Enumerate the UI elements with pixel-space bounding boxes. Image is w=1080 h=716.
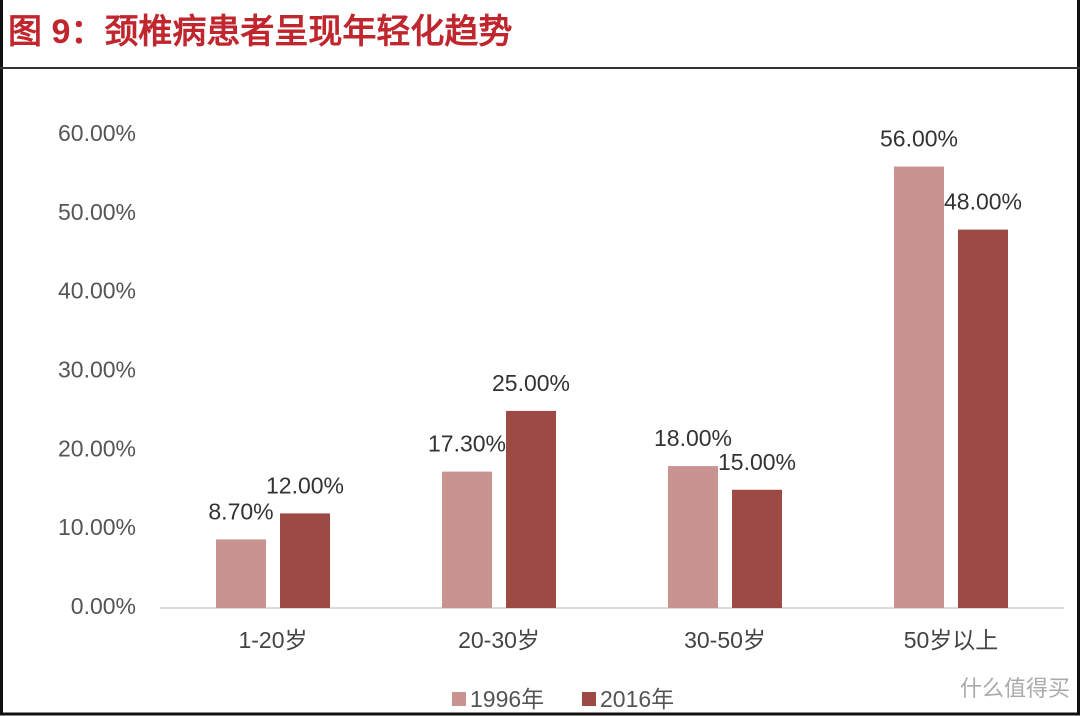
data-label: 48.00% bbox=[944, 189, 1022, 215]
x-tick-label: 30-50岁 bbox=[684, 627, 766, 653]
bar bbox=[732, 489, 782, 608]
legend-label: 2016年 bbox=[600, 686, 674, 712]
data-label: 25.00% bbox=[492, 370, 570, 396]
bar bbox=[506, 410, 556, 608]
bar bbox=[442, 471, 492, 608]
data-label: 17.30% bbox=[428, 431, 506, 457]
y-tick-label: 60.00% bbox=[58, 120, 136, 146]
bar bbox=[958, 229, 1008, 608]
bar bbox=[894, 166, 944, 609]
bar bbox=[668, 466, 718, 608]
data-label: 18.00% bbox=[654, 425, 732, 451]
x-tick-label: 50岁以上 bbox=[904, 627, 999, 653]
chart-title: 图 9：颈椎病患者呈现年轻化趋势 bbox=[8, 13, 512, 51]
data-label: 15.00% bbox=[718, 449, 796, 475]
y-tick-label: 50.00% bbox=[58, 199, 136, 225]
bar bbox=[280, 513, 330, 608]
data-label: 8.70% bbox=[208, 498, 273, 524]
watermark: 什么值得买 bbox=[960, 676, 1070, 701]
legend-swatch bbox=[452, 692, 466, 706]
y-tick-label: 0.00% bbox=[71, 593, 136, 619]
legend-label: 1996年 bbox=[470, 686, 544, 712]
y-tick-label: 30.00% bbox=[58, 357, 136, 383]
x-tick-label: 1-20岁 bbox=[238, 627, 307, 653]
data-label: 12.00% bbox=[266, 472, 344, 498]
y-tick-label: 20.00% bbox=[58, 435, 136, 461]
legend-swatch bbox=[582, 692, 596, 706]
x-tick-label: 20-30岁 bbox=[458, 627, 540, 653]
bar bbox=[216, 539, 266, 608]
y-tick-label: 10.00% bbox=[58, 514, 136, 540]
y-tick-label: 40.00% bbox=[58, 278, 136, 304]
data-label: 56.00% bbox=[880, 126, 958, 152]
